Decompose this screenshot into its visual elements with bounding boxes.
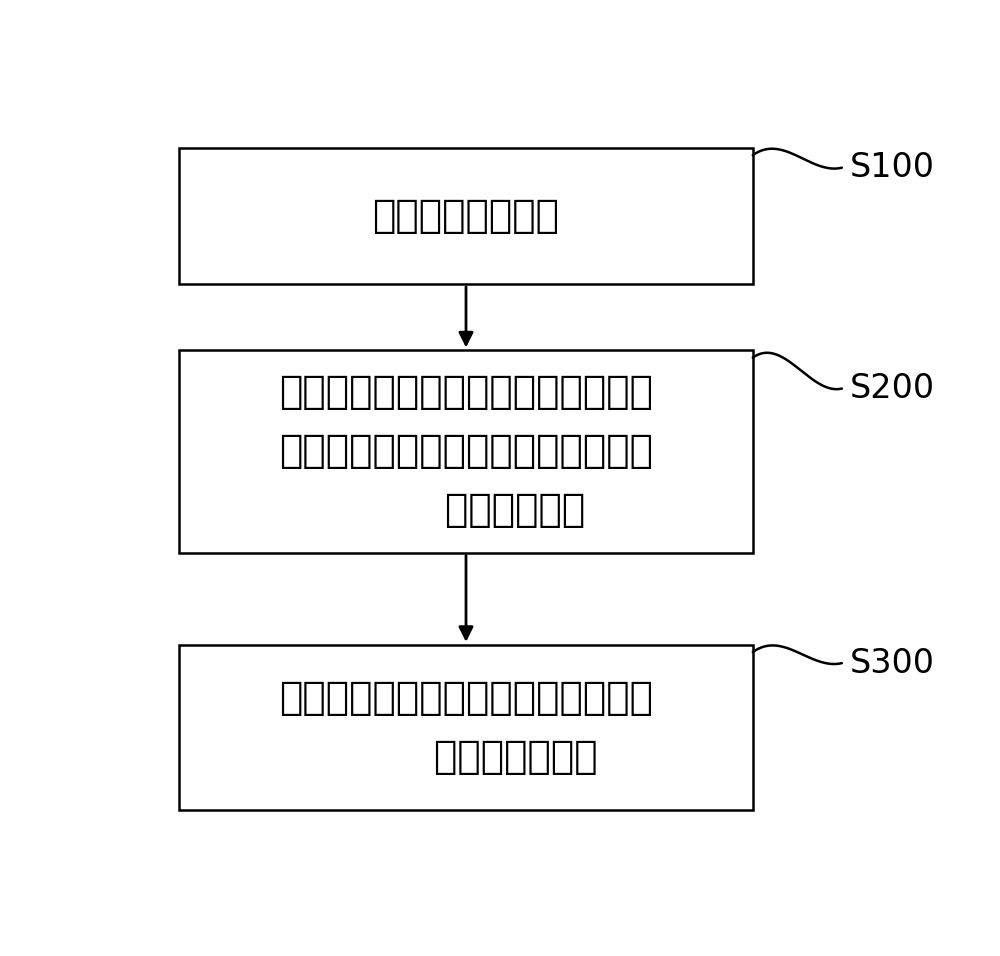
- Text: S200: S200: [850, 372, 935, 405]
- FancyBboxPatch shape: [179, 148, 753, 284]
- Text: 对二值标注图像进行拓扑结构分析得
        到血管骨架参数: 对二值标注图像进行拓扑结构分析得 到血管骨架参数: [279, 679, 653, 776]
- FancyBboxPatch shape: [179, 644, 753, 811]
- Text: S300: S300: [850, 646, 935, 680]
- Text: 获取原始血管图像: 获取原始血管图像: [372, 197, 560, 235]
- FancyBboxPatch shape: [179, 350, 753, 553]
- Text: S100: S100: [850, 151, 935, 185]
- Text: 将原始血管图像输入训练好的图像处
理神经网络，图像处理神经网络输出
        二值标注图像: 将原始血管图像输入训练好的图像处 理神经网络，图像处理神经网络输出 二值标注图像: [279, 374, 653, 530]
